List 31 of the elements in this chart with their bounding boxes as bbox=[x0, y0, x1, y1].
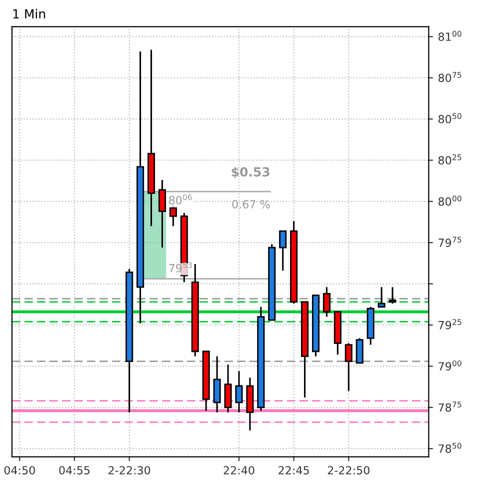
x-tick-label: 04:55 bbox=[59, 466, 90, 474]
candlestick bbox=[158, 179, 166, 248]
y-tick-label: 80$^{50}$ bbox=[438, 113, 462, 124]
candlestick bbox=[279, 230, 287, 272]
candlestick bbox=[224, 364, 232, 414]
x-tick-label: 22:45 bbox=[278, 466, 309, 474]
annotation: 0.67 % bbox=[232, 200, 270, 208]
y-tick-label: 80$^{00}$ bbox=[438, 196, 462, 206]
candlestick bbox=[322, 286, 330, 318]
y-tick-label: 78$^{75}$ bbox=[438, 402, 462, 412]
y-tick-label: 78$^{50}$ bbox=[438, 442, 462, 453]
candlestick bbox=[213, 356, 221, 414]
y-tick-label: 81$^{00}$ bbox=[438, 30, 462, 41]
ref-line-label: 80$^{06}$ bbox=[169, 194, 192, 204]
annotation: $0.53 bbox=[232, 166, 270, 178]
y-tick-label: 79$^{25}$ bbox=[438, 319, 462, 330]
x-tick-label: 22:40 bbox=[224, 466, 254, 474]
y-tick-label: 80$^{75}$ bbox=[438, 72, 462, 82]
candlestick bbox=[235, 370, 243, 414]
candlestick bbox=[388, 286, 396, 304]
chart-title: 1 Min bbox=[13, 8, 46, 18]
candlestick bbox=[378, 286, 386, 308]
y-tick-label: 79$^{75}$ bbox=[438, 236, 462, 247]
y-tick-label: 79$^{00}$ bbox=[438, 360, 462, 370]
candlestick bbox=[356, 337, 364, 364]
x-tick-label: 2-22:30 bbox=[108, 466, 150, 474]
x-tick-label: 2-22:50 bbox=[328, 466, 370, 474]
candlestick bbox=[344, 342, 352, 392]
y-tick-label: 80$^{25}$ bbox=[438, 154, 462, 165]
x-tick-label: 04:50 bbox=[4, 466, 35, 474]
ref-line-label: 79$^{53}$ bbox=[169, 262, 192, 272]
